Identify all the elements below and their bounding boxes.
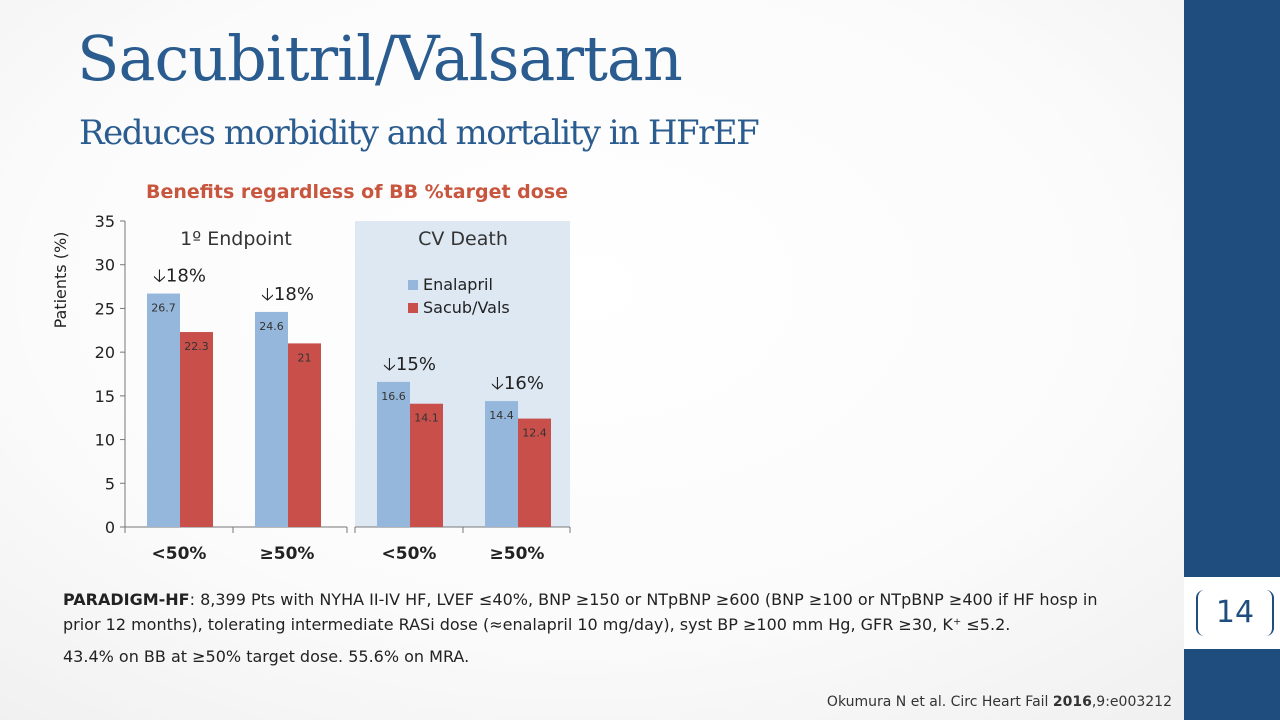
citation-year: 2016 — [1052, 694, 1092, 710]
bar-enalapril — [255, 311, 288, 527]
reduction-label: 🡣18% — [153, 266, 206, 287]
citation-prefix: Okumura N et al. Circ Heart Fail — [826, 694, 1053, 710]
bar-sacub-vals — [518, 418, 551, 527]
y-tick-label: 5 — [105, 474, 115, 493]
data-label: 16.6 — [381, 390, 406, 403]
paradigm-line-1: PARADIGM-HF: 8,399 Pts with NYHA II-IV H… — [63, 590, 1098, 609]
x-category-label: ≥50% — [260, 544, 315, 564]
page-number-box — [1184, 577, 1280, 649]
reduction-label: 🡣15% — [383, 354, 436, 375]
y-tick-label: 35 — [95, 212, 115, 231]
group-label: 1º Endpoint — [180, 228, 292, 250]
bar-enalapril — [485, 401, 518, 527]
data-label: 14.1 — [414, 412, 439, 425]
y-tick-label: 30 — [95, 256, 115, 275]
legend-label: Enalapril — [423, 275, 493, 294]
reduction-label: 🡣18% — [261, 284, 314, 305]
bar-enalapril — [147, 293, 180, 527]
y-axis-title: Patients (%) — [51, 232, 70, 329]
page-number: 14 — [1196, 590, 1274, 636]
legend-label: Sacub/Vals — [423, 298, 510, 317]
bar-enalapril — [377, 381, 410, 527]
x-category-label: <50% — [152, 544, 207, 564]
data-label: 14.4 — [489, 409, 514, 422]
reduction-label: 🡣16% — [491, 373, 544, 394]
slide-subtitle: Reduces morbidity and mortality in HFrEF — [79, 113, 760, 153]
data-label: 22.3 — [184, 340, 209, 353]
x-category-label: <50% — [382, 544, 437, 564]
data-label: 12.4 — [522, 427, 547, 440]
bar-chart: 0 5 10 15 20 25 30 35 Patients (%) 1º Endpoint CV … — [51, 212, 571, 564]
group-label: CV Death — [418, 228, 508, 250]
data-label: 26.7 — [151, 302, 176, 315]
data-label: 21 — [298, 351, 312, 364]
y-tick-label: 20 — [95, 343, 115, 362]
paradigm-line-1-text: : 8,399 Pts with NYHA II-IV HF, LVEF ≤40… — [189, 590, 1098, 609]
x-category-label: ≥50% — [490, 544, 545, 564]
chart-title: Benefits regardless of BB %target dose — [146, 181, 569, 203]
y-tick-label: 0 — [105, 518, 115, 537]
bar-sacub-vals — [410, 403, 443, 527]
citation-suffix: ,9:e003212 — [1091, 694, 1172, 710]
y-tick-label: 10 — [95, 431, 115, 450]
y-tick-label: 25 — [95, 299, 115, 318]
data-label: 24.6 — [259, 320, 284, 333]
legend-swatch — [408, 280, 418, 290]
paradigm-line-2: prior 12 months), tolerating intermediat… — [63, 615, 1011, 634]
slide-title: Sacubitril/Valsartan — [77, 22, 683, 95]
legend-swatch — [408, 303, 418, 313]
paradigm-label: PARADIGM-HF — [63, 590, 190, 609]
y-tick-label: 15 — [95, 387, 115, 406]
bar-sacub-vals — [288, 343, 321, 527]
paradigm-line-3: 43.4% on BB at ≥50% target dose. 55.6% o… — [63, 647, 470, 666]
bar-sacub-vals — [180, 332, 213, 527]
citation: Okumura N et al. Circ Heart Fail 2016,9:… — [827, 694, 1172, 710]
